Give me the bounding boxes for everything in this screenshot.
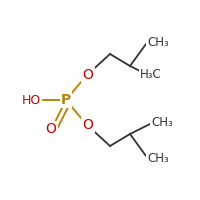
Text: O: O bbox=[83, 118, 93, 132]
Text: P: P bbox=[61, 93, 71, 107]
Text: O: O bbox=[46, 122, 56, 136]
Text: H₃C: H₃C bbox=[140, 68, 162, 82]
Text: O: O bbox=[83, 68, 93, 82]
Text: CH₃: CH₃ bbox=[147, 152, 169, 164]
Text: HO: HO bbox=[21, 94, 41, 106]
Text: CH₃: CH₃ bbox=[151, 116, 173, 130]
Text: CH₃: CH₃ bbox=[147, 36, 169, 48]
